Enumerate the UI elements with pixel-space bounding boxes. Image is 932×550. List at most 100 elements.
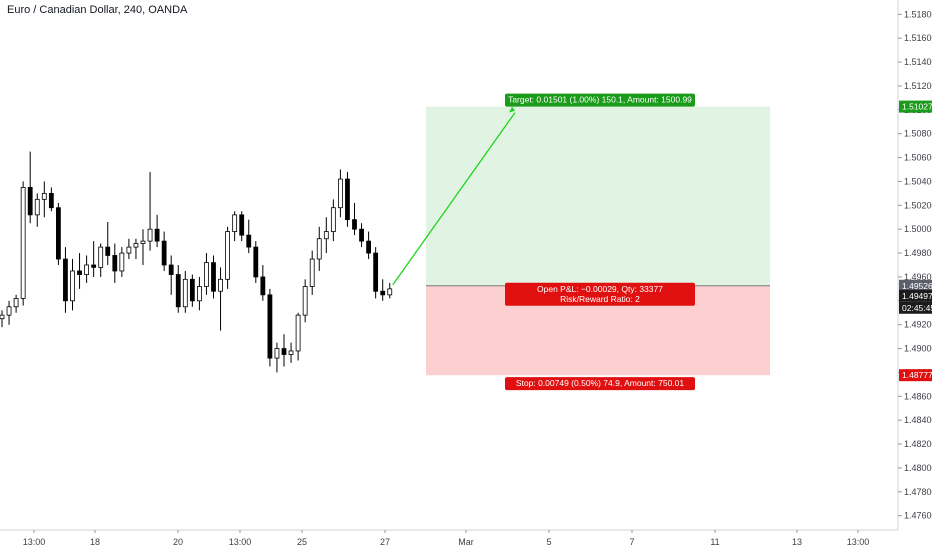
candle-body bbox=[260, 276, 266, 296]
position-overlay: Target: 0.01501 (1.00%) 150.1, Amount: 1… bbox=[392, 93, 695, 391]
y-tick-label: 1.49600 bbox=[904, 272, 932, 282]
target-price-badge-bg bbox=[899, 100, 932, 113]
countdown-badge: 02:45:45 bbox=[902, 303, 932, 313]
entry-label-bg bbox=[505, 282, 695, 306]
x-tick-label: 7 bbox=[629, 537, 634, 547]
x-tick-label: 18 bbox=[90, 537, 100, 547]
candle-body bbox=[323, 231, 329, 240]
chart-legend: Euro / Canadian Dollar, 240, OANDA bbox=[4, 2, 191, 18]
stop-label-bg bbox=[505, 377, 695, 391]
candle-body bbox=[295, 314, 301, 352]
time-axis: 13:00 18 20 13:00 25 27 Mar 5 7 11 13 13:00 bbox=[0, 529, 898, 547]
x-tick-label: Mar bbox=[458, 537, 474, 547]
target-price-badge: 1.51027 bbox=[902, 102, 932, 112]
x-tick-label: 27 bbox=[380, 537, 390, 547]
candle-body bbox=[204, 262, 209, 287]
candle-body bbox=[211, 262, 216, 292]
last-price-badge: 1.49497 bbox=[902, 291, 932, 301]
candle-body bbox=[41, 192, 47, 200]
candle-body bbox=[288, 350, 294, 355]
candle-body bbox=[253, 246, 259, 278]
candle-body bbox=[182, 278, 188, 308]
position-zones bbox=[426, 106, 770, 376]
candles-layer bbox=[0, 151, 393, 373]
candle-body bbox=[175, 274, 181, 308]
y-tick-label: 1.50400 bbox=[904, 176, 932, 186]
candle-body bbox=[302, 286, 308, 316]
y-tick-label: 1.48200 bbox=[904, 439, 932, 449]
y-tick-label: 1.51200 bbox=[904, 81, 932, 91]
candle-body bbox=[274, 348, 280, 359]
entry-label: Risk/Reward Ratio: 2 bbox=[560, 294, 640, 304]
y-tick-label: 1.49200 bbox=[904, 320, 932, 330]
candle-body bbox=[281, 348, 287, 355]
x-tick-label: 13:00 bbox=[847, 537, 870, 547]
candle-body bbox=[147, 228, 153, 242]
candle-body bbox=[6, 306, 12, 316]
arrow-head bbox=[509, 106, 515, 113]
candle-body bbox=[330, 207, 336, 232]
entry-price-badge-bg bbox=[899, 279, 932, 292]
candle-body bbox=[154, 228, 160, 242]
stop-label: Stop: 0.00749 (0.50%) 74.9, Amount: 750.… bbox=[516, 378, 685, 388]
target-label: Target: 0.01501 (1.00%) 150.1, Amount: 1… bbox=[508, 95, 692, 105]
y-tick-label: 1.51800 bbox=[904, 9, 932, 19]
y-tick-label: 1.48600 bbox=[904, 391, 932, 401]
candle-body bbox=[91, 264, 97, 268]
y-tick-label: 1.50800 bbox=[904, 129, 932, 139]
price-axis: 1.518001.516001.514001.512001.510001.508… bbox=[897, 0, 932, 530]
x-tick-label: 13:00 bbox=[23, 537, 46, 547]
candle-body bbox=[352, 219, 357, 230]
y-tick-label: 1.47800 bbox=[904, 487, 932, 497]
entry-label: Open P&L: −0.00029, Qty: 33377 bbox=[537, 284, 663, 294]
entry-price-badge: 1.49526 bbox=[902, 281, 932, 291]
y-tick-label: 1.50000 bbox=[904, 224, 932, 234]
y-tick-label: 1.51600 bbox=[904, 33, 932, 43]
candle-body bbox=[70, 270, 75, 302]
y-tick-label: 1.48000 bbox=[904, 463, 932, 473]
x-tick-label: 25 bbox=[297, 537, 307, 547]
x-tick-label: 13:00 bbox=[229, 537, 252, 547]
x-tick-label: 5 bbox=[546, 537, 551, 547]
candle-body bbox=[218, 278, 223, 292]
candle-body bbox=[0, 314, 5, 320]
candle-body bbox=[316, 238, 322, 260]
candle-body bbox=[98, 246, 104, 268]
candle-body bbox=[196, 286, 202, 302]
candle-body bbox=[309, 258, 315, 287]
candle-body bbox=[105, 246, 111, 256]
candle-body bbox=[112, 255, 118, 272]
candle-body bbox=[13, 298, 19, 308]
candle-body bbox=[20, 187, 26, 299]
candle-body bbox=[140, 240, 146, 244]
candle-body bbox=[126, 246, 132, 254]
candle-body bbox=[359, 228, 364, 242]
x-tick-label: 20 bbox=[173, 537, 183, 547]
target-label-bg bbox=[505, 93, 695, 107]
y-tick-label: 1.50600 bbox=[904, 153, 932, 163]
y-tick-label: 1.48400 bbox=[904, 415, 932, 425]
projection-arrow bbox=[392, 112, 516, 286]
candle-body bbox=[34, 198, 40, 216]
y-tick-label: 1.49800 bbox=[904, 248, 932, 258]
last-price-badge-bg bbox=[899, 289, 932, 302]
candle-body bbox=[345, 178, 350, 221]
candle-body bbox=[84, 264, 89, 275]
x-tick-label: 13 bbox=[792, 537, 802, 547]
candle-body bbox=[168, 264, 174, 275]
candle-body bbox=[387, 288, 393, 296]
profit-zone bbox=[426, 106, 770, 286]
candle-body bbox=[366, 240, 372, 254]
y-tick-label: 1.49000 bbox=[904, 344, 932, 354]
candle-body bbox=[119, 252, 125, 272]
stop-price-badge-bg bbox=[899, 369, 932, 382]
candle-body bbox=[48, 192, 54, 209]
candle-body bbox=[232, 214, 238, 232]
candle-body bbox=[239, 214, 245, 236]
candle-body bbox=[267, 294, 273, 359]
y-tick-label: 1.50200 bbox=[904, 200, 932, 210]
countdown-badge-bg bbox=[899, 301, 932, 314]
candle-body bbox=[56, 207, 61, 260]
candle-body bbox=[77, 270, 82, 275]
